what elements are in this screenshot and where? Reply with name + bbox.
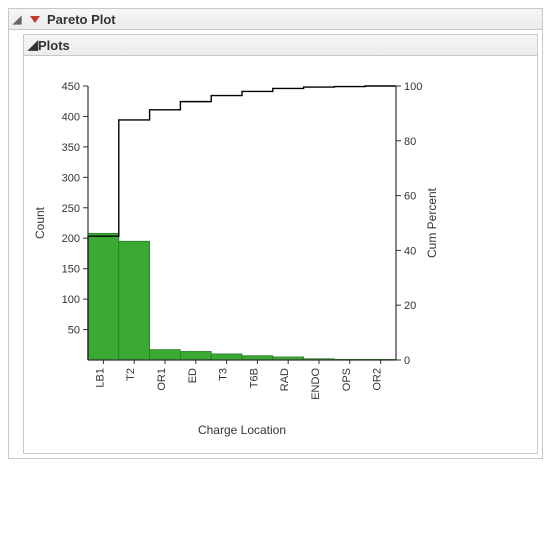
svg-text:0: 0 xyxy=(404,355,410,367)
chart-container: 50 100 150 200 250 300 350 400 450 0 20 40 60 80 100 LB… xyxy=(24,56,537,453)
svg-text:300: 300 xyxy=(62,172,80,184)
hotspot-dropdown-icon[interactable] xyxy=(27,11,43,27)
subpanel-title: Plots xyxy=(38,38,70,53)
svg-text:350: 350 xyxy=(62,142,80,154)
svg-text:200: 200 xyxy=(62,233,80,245)
y-left-label: Count xyxy=(33,206,47,239)
svg-text:450: 450 xyxy=(62,81,80,93)
x-tick-label: ENDO xyxy=(310,368,322,400)
x-tick-label: T6B xyxy=(248,368,260,388)
bar xyxy=(150,350,181,360)
pareto-chart: 50 100 150 200 250 300 350 400 450 0 20 40 60 80 100 LB… xyxy=(28,66,448,446)
bar xyxy=(88,233,119,360)
svg-text:100: 100 xyxy=(404,81,422,93)
x-tick-label: OPS xyxy=(341,368,353,391)
svg-text:100: 100 xyxy=(62,294,80,306)
x-tick-label: T2 xyxy=(125,368,137,381)
bar xyxy=(242,356,273,360)
svg-text:250: 250 xyxy=(62,203,80,215)
svg-text:400: 400 xyxy=(62,111,80,123)
y-right-label: Cum Percent xyxy=(425,187,439,258)
pareto-panel-header[interactable]: ◢ Pareto Plot xyxy=(9,9,542,30)
x-tick-label: T3 xyxy=(218,368,230,381)
plots-subpanel-header[interactable]: ◢ Plots xyxy=(24,35,537,56)
panel-title: Pareto Plot xyxy=(47,12,116,27)
svg-text:50: 50 xyxy=(68,325,80,337)
svg-text:60: 60 xyxy=(404,191,416,203)
pareto-panel: ◢ Pareto Plot ◢ Plots 501001502002503003… xyxy=(8,8,543,459)
bar xyxy=(211,354,242,360)
disclosure-triangle-icon[interactable]: ◢ xyxy=(28,37,38,53)
plots-subpanel: ◢ Plots 50 100 150 200 250 300 350 400 450 0 20 40 6… xyxy=(23,34,538,454)
bar xyxy=(180,351,211,360)
x-tick-label: ED xyxy=(187,368,199,383)
x-tick-label: LB1 xyxy=(94,368,106,388)
x-tick-label: RAD xyxy=(279,368,291,391)
bar xyxy=(119,241,150,360)
x-tick-label: OR2 xyxy=(372,368,384,391)
svg-text:150: 150 xyxy=(62,264,80,276)
x-axis-label: Charge Location xyxy=(198,423,286,437)
svg-text:20: 20 xyxy=(404,300,416,312)
svg-text:80: 80 xyxy=(404,136,416,148)
svg-text:40: 40 xyxy=(404,245,416,257)
disclosure-triangle-icon[interactable]: ◢ xyxy=(13,13,27,26)
x-tick-label: OR1 xyxy=(156,368,168,391)
